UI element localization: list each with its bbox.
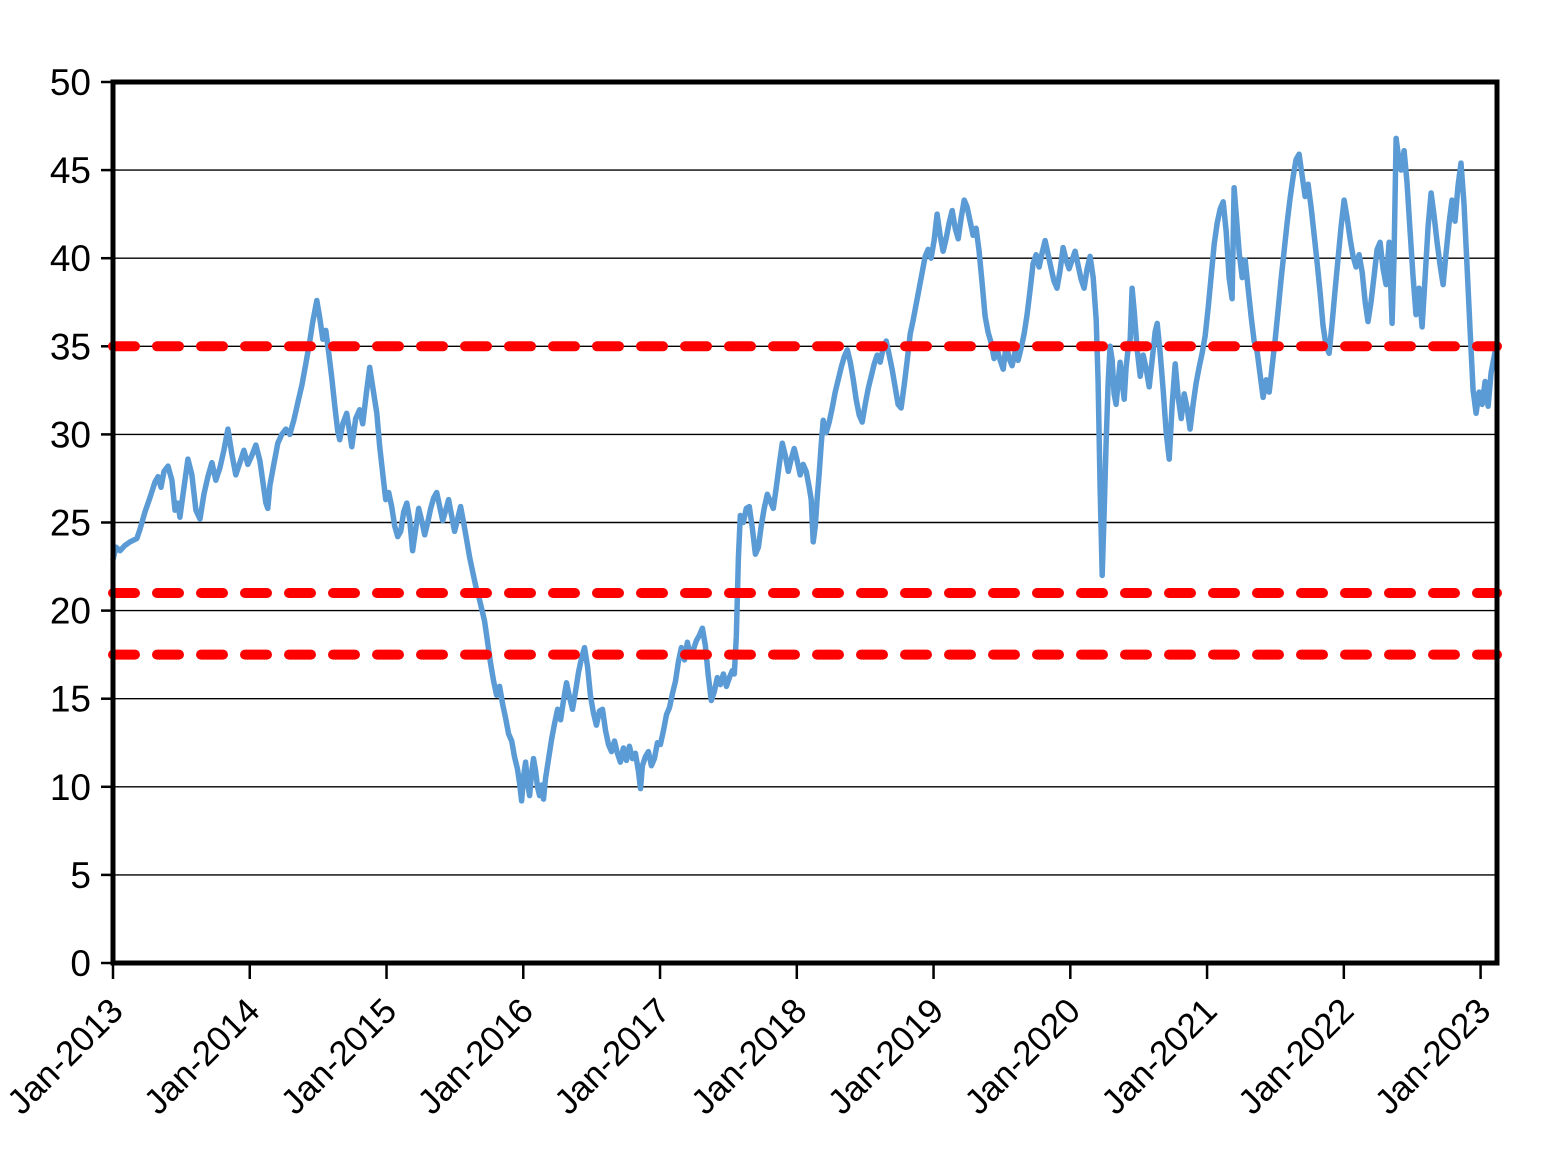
y-tick-label: 40 [50,238,91,279]
y-tick-label: 35 [50,326,91,367]
y-tick-label: 25 [50,503,91,544]
y-tick-label: 20 [50,591,91,632]
y-tick-label: 30 [50,414,91,455]
x-tick-label: Jan-2021 [1094,991,1225,1122]
y-tick-label: 0 [70,943,91,984]
x-tick-label: Jan-2019 [820,991,951,1122]
x-tick-label: Jan-2022 [1231,991,1362,1122]
y-tick-label: 50 [50,62,91,103]
y-tick-label: 45 [50,150,91,191]
y-tick-label: 5 [70,855,91,896]
x-tick-label: Jan-2014 [137,991,268,1122]
x-tick-label: Jan-2013 [0,991,131,1122]
x-tick-label: Jan-2015 [273,991,404,1122]
y-tick-label: 15 [50,679,91,720]
x-tick-label: Jan-2018 [684,991,815,1122]
data-series-line [110,135,1499,804]
plot-border [110,79,1500,966]
x-tick-label: Jan-2023 [1367,991,1498,1122]
x-tick-label: Jan-2016 [410,991,541,1122]
x-tick-label: Jan-2017 [547,991,678,1122]
y-tick-label: 10 [50,767,91,808]
x-tick-label: Jan-2020 [957,991,1088,1122]
